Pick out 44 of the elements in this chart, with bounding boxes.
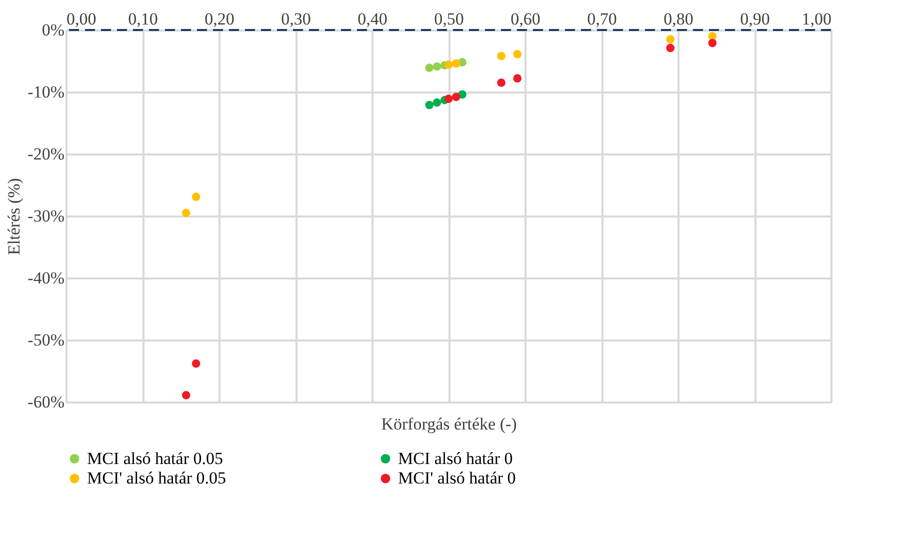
- point: [708, 38, 717, 48]
- x-tick-label: 0,40: [358, 10, 388, 28]
- point: [497, 78, 506, 87]
- point: [666, 44, 675, 52]
- x-tick-label: 1,00: [802, 10, 832, 28]
- y-tick-label: -40%: [28, 268, 64, 288]
- legend-label: MCI' alsó határ 0.05: [87, 468, 226, 488]
- point: [182, 208, 190, 218]
- y-tick-label: -50%: [28, 330, 64, 350]
- x-tick-label: 0,20: [204, 10, 234, 28]
- point: [192, 359, 200, 368]
- legend-label: MCI' alsó határ 0: [398, 468, 516, 488]
- x-tick-label: 0,00: [66, 10, 96, 28]
- point: [452, 92, 460, 102]
- x-tick-label: 0,50: [434, 10, 464, 28]
- y-tick-label: -30%: [28, 206, 64, 226]
- point: [432, 62, 442, 71]
- point: [708, 32, 717, 40]
- point: [452, 59, 460, 68]
- x-tick-label: 0,90: [740, 10, 770, 28]
- y-tick-label: -20%: [28, 144, 64, 164]
- y-tick-label: -10%: [28, 82, 64, 102]
- point: [666, 35, 675, 44]
- x-tick-label: 0,80: [664, 10, 694, 28]
- legend-label: MCI alsó határ 0.05: [87, 448, 223, 468]
- point: [432, 98, 442, 107]
- point: [513, 50, 522, 58]
- point: [425, 100, 434, 110]
- point: [182, 391, 190, 400]
- x-tick-label: 0,60: [510, 10, 540, 28]
- point: [497, 52, 506, 60]
- x-axis-title: Körforgás értéke (-): [381, 414, 517, 434]
- y-tick-label: 0%: [42, 20, 64, 40]
- y-tick-label: -60%: [28, 392, 64, 412]
- point: [513, 74, 522, 83]
- point: [444, 60, 453, 69]
- x-tick-label: 0,30: [281, 10, 311, 28]
- point: [425, 64, 434, 72]
- x-tick-label: 0,10: [128, 10, 158, 28]
- x-tick-label: 0,70: [587, 10, 617, 28]
- point: [444, 94, 453, 103]
- y-axis-title: Eltérés (%): [4, 178, 24, 255]
- legend-label: MCI alsó határ 0: [398, 448, 513, 468]
- point: [192, 192, 200, 201]
